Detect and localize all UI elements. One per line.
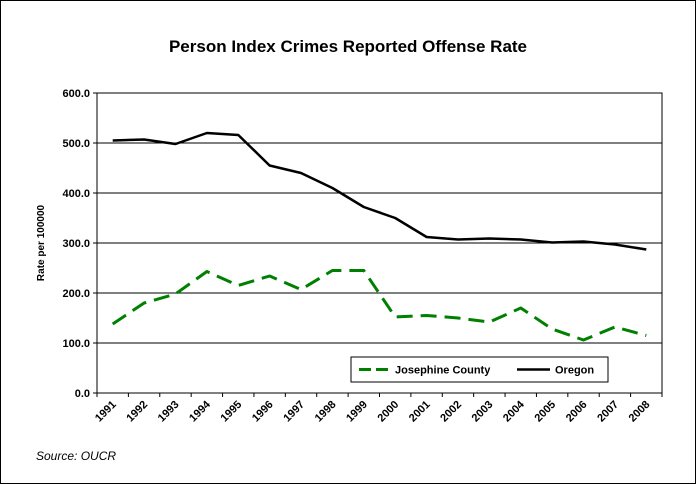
series-lines: [111, 131, 647, 342]
chart-title: Person Index Crimes Reported Offense Rat…: [169, 37, 527, 56]
x-tick-label: 2000: [376, 399, 402, 425]
y-tick-label: 500.0: [62, 138, 90, 150]
x-tick-label: 1991: [93, 399, 119, 425]
x-tick-label: 1996: [250, 399, 276, 425]
x-tick-label: 2006: [564, 399, 590, 425]
legend-label-oregon: Oregon: [555, 365, 594, 377]
x-tick-label: 1997: [281, 399, 307, 425]
series-line-oregon: [112, 131, 647, 251]
x-tick-label: 1993: [156, 399, 182, 425]
x-tick-label: 1992: [124, 399, 150, 425]
legend-box: [350, 356, 609, 383]
grid-lines: [97, 142, 662, 344]
y-tick-label: 300.0: [62, 238, 90, 250]
y-axis-label: Rate per 100000: [36, 204, 47, 281]
x-tick-label: 2005: [532, 399, 558, 425]
x-tick-label: 2002: [438, 399, 464, 425]
x-tick-label: 2008: [627, 399, 653, 425]
x-tick-label: 2001: [407, 399, 433, 425]
x-tick-label: 1999: [344, 399, 370, 425]
source-note: Source: OUCR: [36, 449, 116, 463]
x-tick-label: 2004: [501, 398, 527, 424]
y-tick-label: 200.0: [62, 288, 90, 300]
y-tick-label: 600.0: [62, 88, 90, 100]
x-tick-label: 2007: [595, 399, 621, 425]
x-axis-ticks: 1991 1992 1993 1994 1995 1996 1997 1998 1999 2000…: [93, 393, 663, 425]
legend-label-josephine-county: Josephine County: [395, 365, 491, 377]
y-tick-label: 100.0: [62, 338, 90, 350]
x-tick-label: 1998: [313, 399, 339, 425]
x-tick-label: 1994: [187, 398, 213, 424]
x-tick-label: 2003: [470, 399, 496, 425]
y-tick-label: 400.0: [62, 188, 90, 200]
legend: Josephine County Oregon: [350, 356, 609, 383]
y-tick-label: 0.0: [75, 388, 90, 400]
y-axis-ticks: 0.0 100.0 200.0 300.0 400.0 500.0 600.0: [62, 88, 97, 400]
x-tick-label: 1995: [219, 399, 245, 425]
series-line-josephine-county: [111, 269, 647, 342]
